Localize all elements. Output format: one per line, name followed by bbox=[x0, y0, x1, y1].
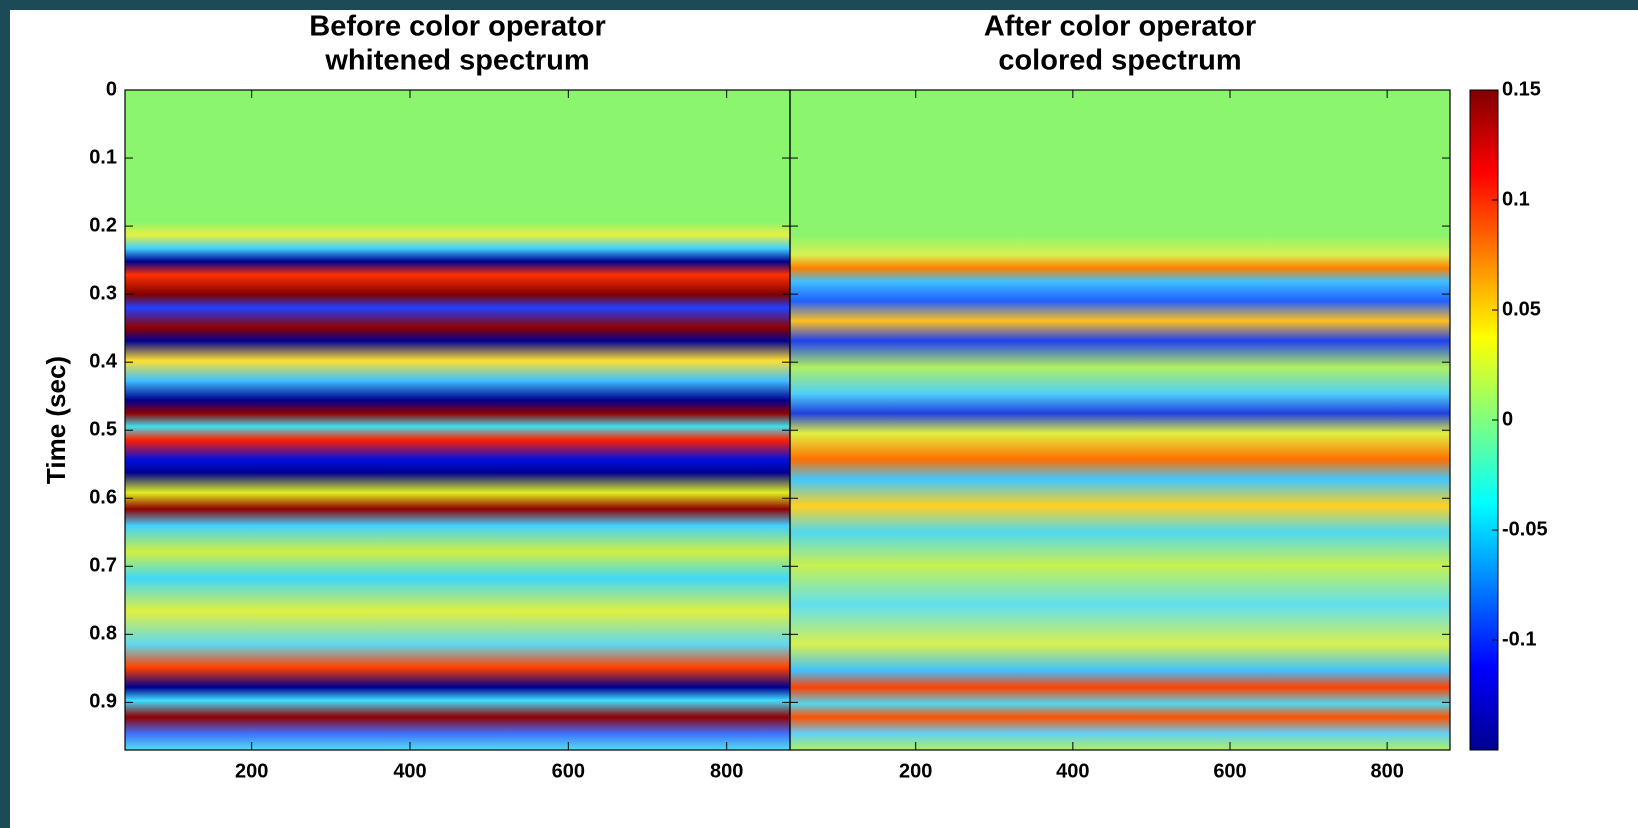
x-tick-label: 200 bbox=[899, 760, 932, 782]
x-tick-label: 200 bbox=[235, 760, 268, 782]
colorbar-tick-label: -0.1 bbox=[1502, 628, 1536, 650]
y-tick-label: 0.5 bbox=[89, 418, 117, 440]
colorbar-tick-label: 0.15 bbox=[1502, 78, 1541, 100]
y-tick-label: 0.6 bbox=[89, 487, 117, 509]
y-tick-label: 0.4 bbox=[89, 350, 118, 372]
colorbar-tick-label: -0.05 bbox=[1502, 518, 1548, 540]
x-tick-label: 800 bbox=[710, 760, 743, 782]
panel-title: whitened spectrum bbox=[324, 45, 589, 77]
seismic-image bbox=[790, 90, 1450, 750]
x-tick-label: 800 bbox=[1370, 760, 1403, 782]
y-axis-label: Time (sec) bbox=[41, 356, 71, 484]
panel-title: colored spectrum bbox=[998, 45, 1241, 77]
axes-frame bbox=[789, 89, 1451, 751]
seismic-image bbox=[125, 90, 790, 750]
x-tick-label: 600 bbox=[1213, 760, 1246, 782]
y-tick-label: 0.3 bbox=[89, 282, 117, 304]
y-tick-label: 0.1 bbox=[89, 146, 117, 168]
y-tick-label: 0.2 bbox=[89, 214, 117, 236]
panel-title: After color operator bbox=[984, 11, 1256, 43]
panel-title: Before color operator bbox=[309, 11, 606, 43]
x-tick-label: 400 bbox=[1056, 760, 1089, 782]
y-tick-label: 0 bbox=[106, 78, 117, 100]
x-tick-label: 600 bbox=[552, 760, 585, 782]
y-tick-label: 0.9 bbox=[89, 691, 117, 713]
colorbar-tick-label: 0 bbox=[1502, 408, 1513, 430]
y-tick-label: 0.7 bbox=[89, 555, 117, 577]
y-tick-label: 0.8 bbox=[89, 623, 117, 645]
x-tick-label: 400 bbox=[393, 760, 426, 782]
colorbar-tick-label: 0.1 bbox=[1502, 188, 1530, 210]
colorbar-tick-label: 0.05 bbox=[1502, 298, 1541, 320]
